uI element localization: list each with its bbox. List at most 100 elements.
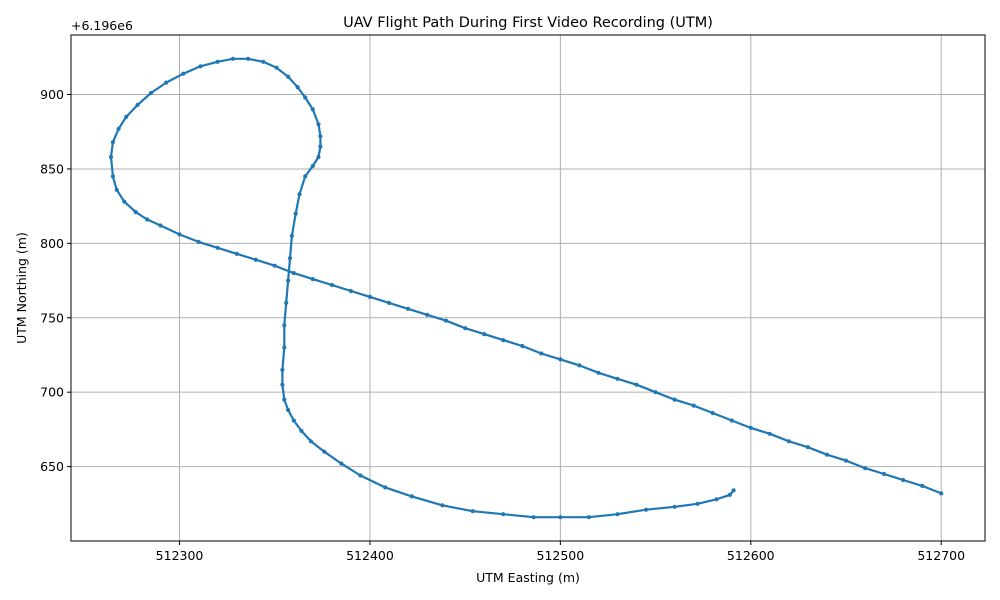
flight-path-point [501, 338, 506, 343]
flight-path-point [339, 461, 344, 466]
flight-path-point [862, 466, 868, 471]
flight-path-point [786, 439, 792, 444]
flight-path-point [714, 497, 719, 502]
flight-path-point [282, 323, 287, 328]
flight-path-point [110, 174, 115, 179]
grid-lines [71, 35, 985, 541]
flight-path-point [286, 278, 291, 283]
flight-path-point [310, 163, 315, 169]
x-axis-label: UTM Easting (m) [476, 570, 580, 585]
flight-path-point [634, 382, 639, 387]
flight-path-line [109, 57, 943, 519]
flight-path-point [409, 494, 414, 499]
flight-path-point [286, 74, 291, 79]
flight-path-point [358, 473, 363, 478]
flight-path-point [164, 80, 169, 85]
y-axis-label: UTM Northing (m) [14, 232, 29, 344]
x-tick-label: 512400 [346, 548, 394, 563]
flight-path-point [882, 471, 887, 477]
flight-path-point [615, 512, 620, 517]
flight-path-point [843, 458, 849, 463]
flight-path-point [280, 367, 285, 372]
flight-path-point [261, 59, 266, 64]
flight-path-point [124, 114, 129, 119]
flight-path-point [539, 351, 544, 356]
flight-path-point [272, 263, 277, 268]
flight-path-point [322, 449, 327, 454]
flight-path-point [280, 382, 285, 387]
flight-path-point [318, 144, 323, 149]
y-tick-label: 900 [40, 87, 64, 102]
flight-path-point [145, 217, 150, 222]
flight-path-point [122, 199, 127, 204]
flight-path-point [287, 256, 293, 261]
flight-path-point [299, 428, 304, 433]
flight-path-point [303, 95, 308, 100]
flight-path-point [291, 418, 296, 423]
flight-path-point [329, 282, 334, 288]
flight-path-point [672, 504, 677, 509]
flight-path-point [308, 439, 313, 444]
flight-path-point [731, 488, 736, 493]
flight-path-point [695, 501, 700, 506]
y-tick-label: 800 [40, 236, 64, 251]
flight-path-point [531, 515, 536, 520]
chart-title: UAV Flight Path During First Video Recor… [343, 15, 713, 31]
flight-path-point [939, 491, 944, 496]
flight-path-point [440, 503, 445, 508]
flight-path-point [386, 300, 392, 305]
flight-path-point [615, 376, 620, 381]
flight-path-point [274, 65, 279, 70]
flight-path-point [316, 122, 321, 127]
flight-path-point [348, 288, 353, 294]
flight-path-point [824, 452, 830, 457]
flight-path-point [558, 515, 563, 520]
flight-path-point [463, 326, 468, 331]
flight-path-point [114, 187, 119, 192]
flight-path-point [116, 126, 121, 131]
flight-path-point [586, 515, 592, 520]
flight-path-point [215, 245, 220, 250]
flight-path-point [133, 210, 138, 215]
flight-path-point [110, 140, 115, 145]
flight-path-point [289, 233, 294, 238]
flight-path-series [108, 56, 944, 520]
plot-frame [70, 34, 986, 542]
flight-path-point [246, 56, 251, 61]
flight-path-point [901, 477, 906, 483]
y-axis-ticks: 650 700 750 800 850 900 [40, 87, 71, 474]
flight-path-point [230, 56, 235, 61]
flight-path-point [405, 306, 411, 311]
x-tick-label: 512700 [917, 548, 965, 563]
y-tick-label: 850 [40, 161, 64, 176]
flight-path-point [253, 257, 258, 262]
flight-path-point [234, 251, 239, 256]
flight-path-point [644, 507, 649, 512]
flight-path-point [181, 71, 186, 76]
flight-path-point [729, 418, 734, 423]
flight-path-point [748, 425, 753, 430]
flight-path-point [282, 397, 287, 402]
flight-path-point [805, 445, 811, 450]
flight-path-point [286, 407, 291, 413]
flight-path-point [196, 239, 201, 244]
x-tick-label: 512500 [537, 548, 585, 563]
y-axis-offset-label: +6.196e6 [71, 18, 133, 33]
y-tick-label: 750 [40, 310, 64, 325]
flight-path-point [520, 343, 525, 349]
flight-path-point [425, 312, 430, 317]
flight-path-point [310, 107, 315, 112]
flight-path-point [596, 370, 601, 375]
flight-path-point [303, 174, 308, 179]
flight-path-point [727, 492, 732, 497]
flight-path-point [148, 90, 154, 96]
flight-path-point [295, 85, 300, 90]
x-axis-ticks: 512300 512400 512500 512600 512700 [156, 541, 965, 563]
flight-path-point [501, 512, 506, 517]
flight-path-point [318, 134, 323, 139]
flight-path-point [284, 300, 289, 305]
flight-path-point [291, 271, 296, 276]
flight-path-point [108, 154, 114, 160]
flight-path-point [293, 211, 298, 216]
